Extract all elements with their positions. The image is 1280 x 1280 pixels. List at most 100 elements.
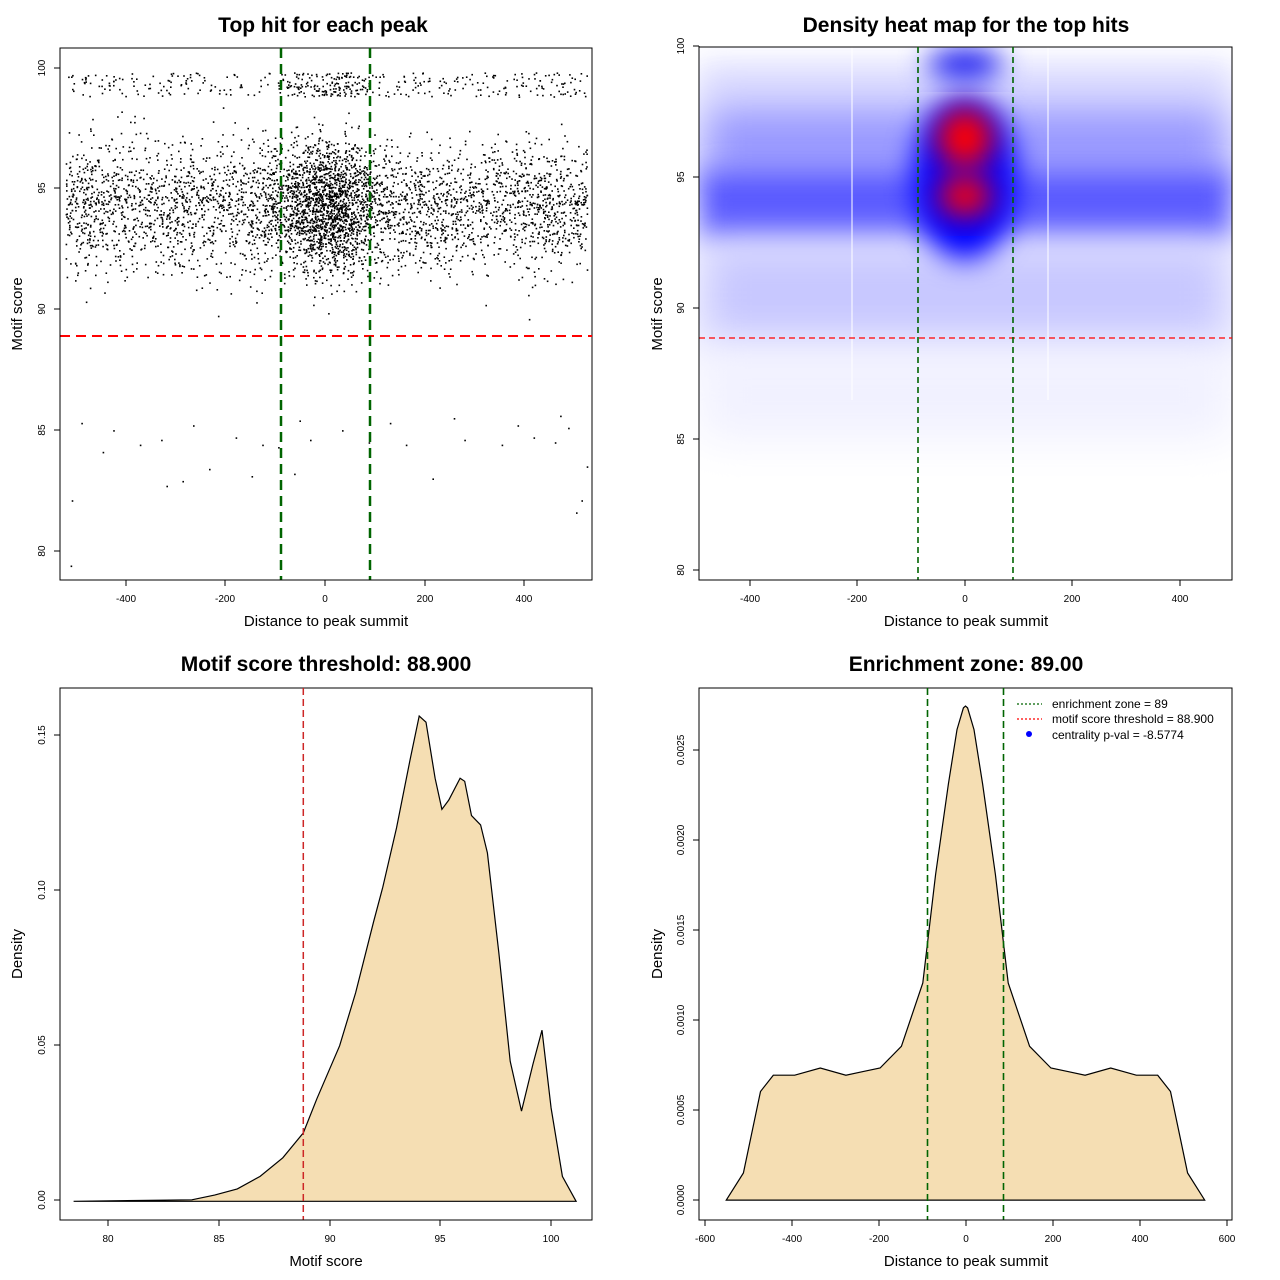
scatter-point xyxy=(368,442,371,444)
scatter-point xyxy=(304,137,307,140)
scatter-point xyxy=(324,184,327,186)
scatter-point xyxy=(333,78,336,80)
scatter-point xyxy=(343,216,345,219)
scatter-point xyxy=(456,198,459,201)
scatter-point xyxy=(554,442,557,444)
scatter-point xyxy=(197,194,200,197)
scatter-point xyxy=(105,178,108,181)
scatter-point xyxy=(424,174,426,177)
scatter-point xyxy=(352,233,355,235)
scatter-point xyxy=(362,211,365,213)
scatter-point xyxy=(307,171,309,173)
scatter-point xyxy=(456,232,459,235)
scatter-point xyxy=(446,199,449,201)
scatter-point xyxy=(266,226,268,229)
scatter-point xyxy=(206,258,209,260)
scatter-point xyxy=(196,186,198,189)
scatter-point xyxy=(476,210,478,212)
scatter-point xyxy=(83,222,85,224)
scatter-point xyxy=(104,224,107,227)
scatter-point xyxy=(292,210,295,212)
scatter-point xyxy=(425,191,427,194)
scatter-point xyxy=(295,233,298,236)
scatter-point xyxy=(543,187,546,190)
scatter-point xyxy=(447,193,450,195)
scatter-point xyxy=(469,182,471,184)
scatter-point xyxy=(471,270,473,273)
scatter-point xyxy=(555,164,557,166)
scatter-point xyxy=(232,220,235,222)
scatter-point xyxy=(419,197,422,200)
scatter-point xyxy=(319,269,322,272)
scatter-point xyxy=(297,226,300,229)
scatter-point xyxy=(315,204,318,207)
scatter-point xyxy=(309,202,312,204)
scatter-point xyxy=(471,83,474,86)
scatter-point xyxy=(179,141,182,144)
scatter-point xyxy=(574,160,576,162)
scatter-point xyxy=(397,255,400,257)
scatter-point xyxy=(433,195,435,197)
scatter-point xyxy=(150,228,152,231)
scatter-point xyxy=(354,95,356,98)
scatter-point xyxy=(253,141,255,143)
scatter-point xyxy=(457,168,460,171)
scatter-point xyxy=(533,207,536,209)
scatter-point xyxy=(162,214,165,216)
scatter-point xyxy=(322,166,325,168)
scatter-point xyxy=(315,208,318,211)
scatter-point xyxy=(355,151,358,153)
scatter-point xyxy=(482,192,484,195)
scatter-point xyxy=(574,200,577,203)
scatter-point xyxy=(357,181,360,183)
scatter-point xyxy=(393,255,396,257)
scatter-point xyxy=(91,173,93,176)
scatter-point xyxy=(436,228,439,230)
scatter-point xyxy=(415,194,418,196)
scatter-point xyxy=(339,230,341,232)
scatter-point xyxy=(366,190,368,192)
scatter-point xyxy=(86,242,89,245)
scatter-point xyxy=(332,199,335,201)
scatter-point xyxy=(74,226,77,228)
scatter-point xyxy=(321,214,324,217)
scatter-point xyxy=(93,134,95,136)
scatter-point xyxy=(258,229,260,231)
scatter-point xyxy=(342,251,344,253)
scatter-point xyxy=(124,280,126,282)
scatter-point xyxy=(467,219,470,221)
scatter-point xyxy=(267,83,269,86)
scatter-point xyxy=(272,187,274,190)
scatter-point xyxy=(229,275,231,278)
scatter-point xyxy=(212,242,215,245)
scatter-point xyxy=(376,246,378,249)
scatter-point xyxy=(398,222,400,224)
scatter-point xyxy=(397,81,400,83)
scatter-point xyxy=(537,195,540,198)
scatter-point xyxy=(534,175,536,177)
scatter-point xyxy=(387,91,389,93)
scatter-point xyxy=(291,177,293,180)
scatter-point xyxy=(336,240,339,243)
scatter-point xyxy=(345,210,348,212)
scatter-point xyxy=(437,196,440,199)
scatter-point xyxy=(335,241,338,244)
scatter-point xyxy=(308,214,310,217)
scatter-point xyxy=(516,234,519,236)
scatter-point xyxy=(323,173,326,176)
scatter-point xyxy=(580,170,583,173)
scatter-point xyxy=(409,252,411,255)
scatter-point xyxy=(450,194,452,196)
scatter-point xyxy=(310,86,312,88)
scatter-point xyxy=(451,227,454,229)
scatter-point xyxy=(304,212,307,214)
scatter-point xyxy=(108,201,111,203)
scatter-point xyxy=(538,233,540,235)
scatter-point xyxy=(222,196,225,199)
scatter-point xyxy=(428,173,431,176)
scatter-point xyxy=(579,235,581,237)
scatter-point xyxy=(87,264,89,266)
scatter-point xyxy=(362,86,365,88)
scatter-point xyxy=(247,147,250,150)
scatter-point xyxy=(434,258,437,260)
